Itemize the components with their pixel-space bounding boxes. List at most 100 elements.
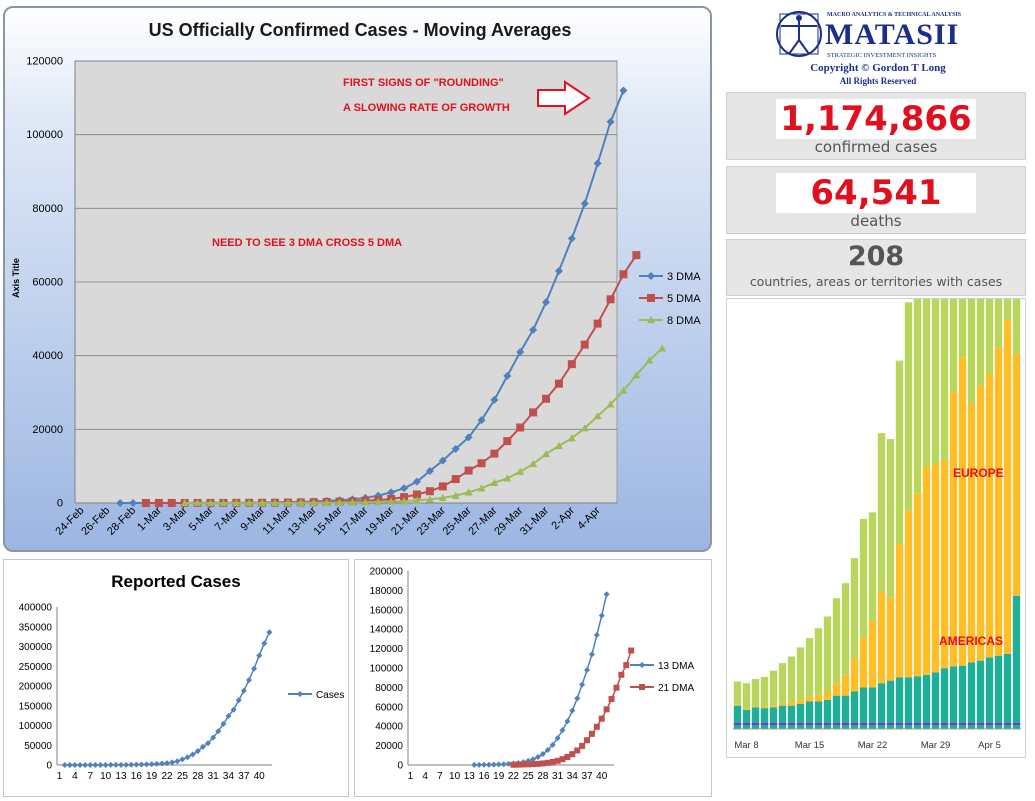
y-tick-label: 120000	[26, 56, 63, 68]
bar-segment-accent	[940, 723, 949, 725]
legend-label: 8 DMA	[667, 315, 701, 327]
bar-segment-accent	[922, 723, 931, 725]
y-tick-label: 140000	[370, 625, 404, 636]
data-point	[579, 681, 586, 688]
y-tick-label: 300000	[19, 642, 53, 653]
bar-segment-europe	[796, 647, 805, 700]
bar-segment-other	[940, 668, 949, 729]
x-tick-label: 34	[567, 771, 579, 782]
data-point	[564, 718, 571, 725]
bar-segment-accent	[958, 723, 967, 725]
data-point	[530, 756, 537, 763]
annotation-rounding: FIRST SIGNS OF "ROUNDING"	[343, 77, 504, 89]
data-point	[464, 466, 473, 475]
data-point	[542, 298, 551, 307]
legend-marker	[639, 684, 645, 690]
y-tick-label: 200000	[370, 567, 404, 578]
data-point	[235, 697, 242, 704]
data-point	[438, 493, 447, 502]
data-point	[71, 761, 78, 768]
countries-label: countries, areas or territories with cas…	[749, 274, 1003, 289]
data-point	[180, 498, 189, 507]
data-point	[141, 498, 150, 507]
data-point	[129, 498, 138, 507]
bar-segment-other	[769, 707, 778, 729]
bar-segment-other	[931, 672, 940, 729]
x-tick-label: 2-Apr	[549, 504, 577, 532]
data-point	[516, 467, 525, 475]
data-point	[206, 498, 215, 507]
data-point	[529, 459, 538, 468]
bar-segment-europe	[877, 433, 886, 592]
bar-segment-other	[832, 695, 841, 729]
data-point	[471, 761, 478, 768]
bar-segment-europe	[787, 656, 796, 703]
data-point	[490, 478, 499, 486]
x-tick-label: 5-Mar	[187, 504, 216, 533]
data-point	[412, 490, 421, 499]
bar-segment-accent	[967, 723, 976, 725]
reported-cases-chart: Reported Cases 0 50000 100000 150000 200000 25…	[19, 572, 345, 782]
x-tick-label: 19	[146, 771, 158, 782]
x-tick-label: 28-Feb	[105, 505, 138, 538]
legend-label: 21 DMA	[658, 683, 694, 694]
bar-segment-other	[976, 660, 985, 729]
data-point	[529, 325, 538, 334]
bar-segment-accent	[814, 723, 823, 725]
bar-segment-other	[868, 687, 877, 729]
data-point	[503, 371, 512, 380]
bar-segment-accent	[931, 723, 940, 725]
data-point	[199, 743, 206, 750]
data-point	[133, 761, 140, 768]
data-point	[593, 159, 602, 168]
x-tick-label: 37	[238, 771, 250, 782]
bar-segment-accent	[805, 723, 814, 725]
x-tick-label: 13	[464, 771, 476, 782]
bar-segment-europe	[868, 512, 877, 621]
data-point	[495, 761, 502, 768]
bar-segment-other	[913, 676, 922, 729]
data-point	[588, 651, 595, 658]
bar-segment-europe	[805, 638, 814, 697]
data-point	[632, 371, 641, 379]
data-point	[525, 757, 532, 764]
bar-segment-europe	[841, 583, 850, 675]
bar-segment-europe	[832, 598, 841, 684]
data-point	[451, 444, 460, 453]
data-point	[516, 347, 525, 356]
data-point	[189, 751, 196, 758]
data-point	[117, 761, 124, 768]
data-point	[510, 761, 517, 768]
bar-segment-americas	[922, 466, 931, 675]
y-tick-label: 100000	[26, 129, 63, 141]
x-tick-label: 28	[537, 771, 549, 782]
bar-segment-americas	[841, 674, 850, 696]
y-tick-label: 20000	[32, 424, 63, 436]
y-tick-label: 100000	[370, 664, 404, 675]
bar-segment-americas	[823, 691, 832, 700]
bar-segment-other	[733, 705, 742, 729]
data-point	[500, 761, 507, 768]
data-point	[580, 199, 589, 208]
legend-label: 3 DMA	[667, 271, 701, 283]
data-point	[464, 433, 473, 442]
moving-averages-chart: US Officially Confirmed Cases - Moving A…	[11, 20, 701, 538]
bar-segment-other	[1003, 654, 1012, 729]
data-point	[603, 706, 610, 713]
bar-segment-accent	[769, 723, 778, 725]
bar-segment-americas	[904, 510, 913, 678]
bar-segment-other	[895, 677, 904, 729]
series-line-21-dma	[513, 650, 632, 766]
bar-segment-europe	[940, 299, 949, 460]
bar-segment-other	[742, 709, 751, 729]
bar-segment-accent	[832, 723, 841, 725]
data-point	[503, 474, 512, 482]
data-point	[220, 720, 227, 727]
bar-segment-europe	[994, 299, 1003, 348]
regional-bar-chart: Mar 8 Mar 15 Mar 22 Mar 29 Apr 5 EUROPE AMERIC…	[733, 299, 1021, 751]
data-point	[374, 497, 383, 506]
data-point	[593, 723, 600, 730]
data-point	[425, 495, 434, 503]
bar-segment-accent	[778, 723, 787, 725]
data-point	[579, 742, 586, 749]
